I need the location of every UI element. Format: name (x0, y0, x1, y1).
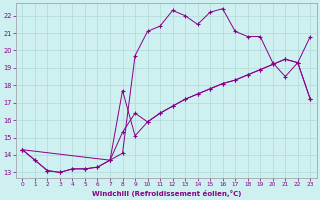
X-axis label: Windchill (Refroidissement éolien,°C): Windchill (Refroidissement éolien,°C) (92, 190, 241, 197)
